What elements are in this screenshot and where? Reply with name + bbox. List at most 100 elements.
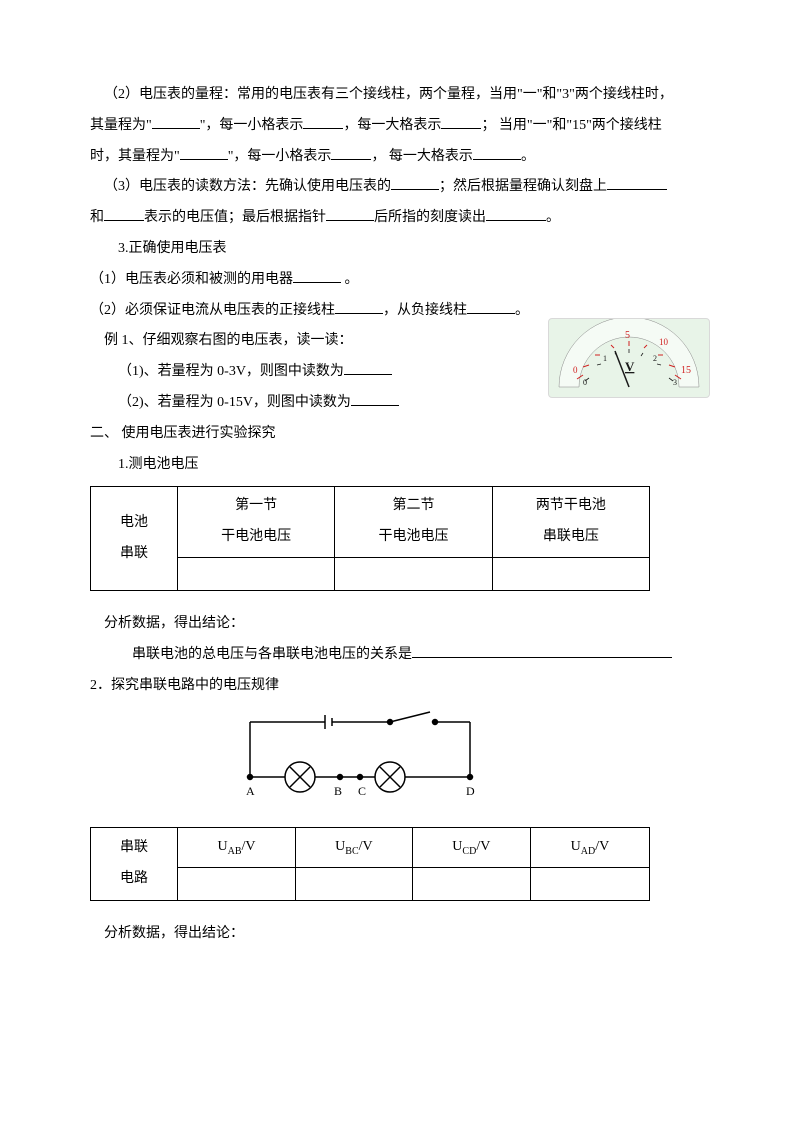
row-header: 电池 串联	[91, 487, 178, 591]
col-header: 两节干电池 串联电压	[492, 487, 649, 558]
subheading: 2．探究串联电路中的电压规律	[90, 671, 710, 702]
heading: 3.正确使用电压表	[90, 234, 710, 265]
table-cell[interactable]	[530, 868, 649, 901]
text: 3.正确使用电压表	[118, 241, 227, 256]
text: 第一节	[235, 498, 277, 513]
text: 两节干电池	[536, 498, 606, 513]
heading: 二、 使用电压表进行实验探究	[90, 419, 710, 450]
text: 表示的电压值；最后根据指针	[144, 210, 326, 225]
text: "，每一小格表示	[200, 118, 304, 133]
row-header: 串联 电路	[91, 828, 178, 901]
fill-blank[interactable]	[351, 391, 399, 406]
voltmeter-diagram: 0 5 10 15 0 1 2 3 V	[548, 318, 710, 398]
text: 。	[341, 272, 359, 287]
text: ；然后根据量程确认刻盘上	[439, 179, 607, 194]
table-cell[interactable]	[178, 868, 296, 901]
scale-label: 0	[583, 378, 587, 387]
text: （1）电压表必须和被测的用电器	[90, 272, 293, 287]
col-header: UBC/V	[296, 828, 413, 868]
battery-table: 电池 串联 第一节 干电池电压 第二节 干电池电压 两节干电池 串联电压	[90, 486, 650, 591]
scale-label: 3	[673, 378, 677, 387]
fill-blank[interactable]	[331, 145, 371, 160]
table-cell[interactable]	[296, 868, 413, 901]
text: ，每一大格表示	[343, 118, 441, 133]
col-header: UAB/V	[178, 828, 296, 868]
fill-blank[interactable]	[326, 206, 374, 221]
paragraph: 串联电池的总电压与各串联电池电压的关系是	[90, 640, 710, 671]
text: 其量程为"	[90, 118, 152, 133]
text: 干电池电压	[221, 529, 291, 544]
text: 串联	[120, 546, 148, 561]
table-row: 串联 电路 UAB/V UBC/V UCD/V UAD/V	[91, 828, 650, 868]
text: 后所指的刻度读出	[374, 210, 486, 225]
fill-blank[interactable]	[344, 360, 392, 375]
text: 分析数据，得出结论：	[104, 616, 244, 631]
text: 。	[521, 149, 535, 164]
fill-blank[interactable]	[335, 299, 383, 314]
text: 分析数据，得出结论：	[104, 926, 244, 941]
table-cell[interactable]	[492, 557, 649, 590]
fill-blank[interactable]	[180, 145, 228, 160]
text: 和	[90, 210, 104, 225]
text: （2）电压表的量程：常用的电压表有三个接线柱，两个量程，当用"一"和"3"两个接…	[104, 87, 673, 102]
fill-blank[interactable]	[473, 145, 521, 160]
example-row: 例 1、仔细观察右图的电压表，读一读： 0 5	[90, 326, 710, 418]
paragraph: 时，其量程为""，每一小格表示， 每一大格表示。	[90, 142, 710, 173]
fill-blank[interactable]	[391, 175, 439, 190]
fill-blank[interactable]	[441, 114, 481, 129]
col-header: UAD/V	[530, 828, 649, 868]
table-cell[interactable]	[335, 557, 492, 590]
unit-label: V	[625, 359, 635, 374]
scale-label: 5	[625, 330, 630, 341]
fill-blank[interactable]	[293, 268, 341, 283]
text: （2）必须保证电流从电压表的正接线柱	[90, 303, 335, 318]
paragraph: 分析数据，得出结论：	[90, 919, 710, 950]
table-cell[interactable]	[412, 868, 530, 901]
fill-blank[interactable]	[412, 643, 672, 658]
scale-label: 0	[573, 365, 578, 375]
col-header: UCD/V	[412, 828, 530, 868]
fill-blank[interactable]	[467, 299, 515, 314]
fill-blank[interactable]	[303, 114, 343, 129]
col-header: 第二节 干电池电压	[335, 487, 492, 558]
node-label: B	[334, 784, 342, 797]
node-label: C	[358, 784, 366, 797]
text: 第二节	[392, 498, 434, 513]
table-cell[interactable]	[178, 557, 335, 590]
scale-label: 2	[653, 354, 657, 363]
node-label: A	[246, 784, 255, 797]
subheading: 1.测电池电压	[90, 450, 710, 481]
text: 电路	[120, 871, 148, 886]
paragraph: （2）电压表的量程：常用的电压表有三个接线柱，两个量程，当用"一"和"3"两个接…	[90, 80, 710, 111]
text: ； 当用"一"和"15"两个接线柱	[481, 118, 661, 133]
fill-blank[interactable]	[607, 175, 667, 190]
node-label: D	[466, 784, 475, 797]
paragraph: （3）电压表的读数方法：先确认使用电压表的 ；然后根据量程确认刻盘上	[90, 172, 710, 203]
worksheet-page: （2）电压表的量程：常用的电压表有三个接线柱，两个量程，当用"一"和"3"两个接…	[0, 0, 800, 1132]
text: 电池	[120, 515, 148, 530]
text: （2)、若量程为 0-15V，则图中读数为	[118, 395, 351, 410]
circuit-diagram: A B C D	[230, 707, 490, 797]
text: （3）电压表的读数方法：先确认使用电压表的	[104, 179, 391, 194]
fill-blank[interactable]	[486, 206, 546, 221]
paragraph: 其量程为" "，每一小格表示 ，每一大格表示 ； 当用"一"和"15"两个接线柱	[90, 111, 710, 142]
text: 。	[515, 303, 529, 318]
text: 串联电压	[543, 529, 599, 544]
scale-label: 15	[681, 365, 691, 376]
text: 二、 使用电压表进行实验探究	[90, 426, 276, 441]
series-circuit-table: 串联 电路 UAB/V UBC/V UCD/V UAD/V	[90, 827, 650, 901]
text: 2．探究串联电路中的电压规律	[90, 678, 279, 693]
text: ，从负接线柱	[383, 303, 467, 318]
text: 串联	[120, 840, 148, 855]
fill-blank[interactable]	[104, 206, 144, 221]
text: 例 1、仔细观察右图的电压表，读一读：	[104, 333, 353, 348]
paragraph: 分析数据，得出结论：	[90, 609, 710, 640]
col-header: 第一节 干电池电压	[178, 487, 335, 558]
paragraph: （1）电压表必须和被测的用电器 。	[90, 265, 710, 296]
text: 1.测电池电压	[118, 457, 199, 472]
fill-blank[interactable]	[152, 114, 200, 129]
paragraph: 和 表示的电压值；最后根据指针 后所指的刻度读出 。	[90, 203, 710, 234]
text: （1)、若量程为 0-3V，则图中读数为	[118, 364, 344, 379]
text: 。	[546, 210, 560, 225]
text: ， 每一大格表示	[371, 149, 473, 164]
